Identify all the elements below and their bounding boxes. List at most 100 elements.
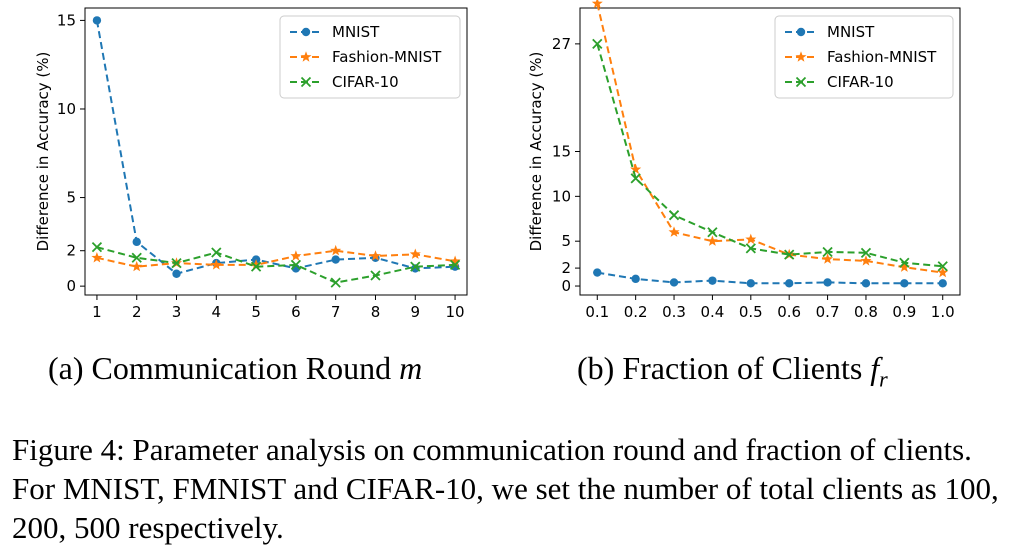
data-point [593,268,602,277]
plot-frame [84,7,468,296]
data-point [370,250,381,261]
data-point [591,0,603,9]
x-tick-label: 0.4 [700,303,724,321]
data-point [708,276,717,285]
y-tick-label: 2 [66,242,76,260]
series-mnist [593,268,947,288]
data-point [410,261,421,272]
legend-label: CIFAR-10 [332,73,399,91]
x-tick-label: 0.5 [739,303,763,321]
legend-label: Fashion-MNIST [827,48,937,66]
data-point [92,16,102,25]
data-point [937,261,948,272]
x-tick-label: 0.6 [777,303,801,321]
x-tick-label: 0.9 [892,303,916,321]
data-point [745,233,757,245]
legend-marker [795,51,807,62]
data-point [330,277,341,288]
chart-panel-a: 1 2 3 4 5 6 7 8 9 10 0 2 5 10 15 Difference in Accuracy… [34,7,468,321]
y-tick-label: 5 [66,189,76,207]
series-cifar-10 [91,242,461,288]
series-fashion-mnist [91,244,461,272]
data-point [370,270,381,281]
data-point [131,252,142,263]
data-point [707,227,718,238]
data-point [823,278,832,287]
data-point [250,259,262,270]
chart-panel-b: 0.1 0.2 0.3 0.4 0.5 0.6 0.7 0.8 0.9 1.0 02 5 10 15 27 D… [527,0,961,321]
data-point [746,279,756,288]
x-tick-label: 0.7 [816,303,840,321]
x-tick-label: 1.0 [931,303,955,321]
x-tick-label: 0.3 [662,303,686,321]
y-tick-label: 0 [66,277,76,295]
data-point [784,249,795,260]
series-line [596,3,943,274]
x-tick-label: 3 [172,303,182,321]
data-point [290,259,302,271]
series-line [95,20,456,275]
data-point [449,255,461,266]
x-tick-label: 5 [251,303,261,321]
x-tick-label: 2 [132,303,142,321]
y-tick-label: 15 [552,143,571,161]
y-tick-label: 15 [57,11,76,29]
data-point [211,247,222,258]
data-point [822,253,834,264]
y-tick-label: 10 [552,187,571,205]
figure-caption: Figure 4: Parameter analysis on communic… [12,432,999,545]
legend-label: MNIST [827,23,875,41]
x-tick-label: 4 [212,303,222,321]
y-tick-label: 27 [552,35,571,53]
data-point [250,261,262,272]
data-point [172,269,181,278]
data-point [449,259,461,271]
x-tick-label: 0.8 [854,303,878,321]
x-tick-label: 1 [92,303,102,321]
data-point [784,279,794,288]
legend-marker [301,27,311,37]
data-point [131,260,143,272]
data-point [860,247,872,258]
data-point [668,210,680,221]
data-point [409,248,421,259]
data-point [631,274,640,284]
y-axis-label: Difference in Accuracy (%) [34,52,52,252]
y-tick-label: 10 [57,100,76,118]
subcaption-a: (a) Communication Round m [48,350,423,386]
data-point [290,250,302,261]
legend-label: CIFAR-10 [827,73,894,91]
legend: MNIST Fashion-MNIST CIFAR-10 [279,15,461,99]
data-point [630,163,642,175]
data-point [91,242,103,253]
y-tick-label: 0 [561,277,571,295]
x-tick-label: 7 [331,303,341,321]
data-point [861,279,871,288]
x-tick-label: 8 [371,303,381,321]
series-fashion-mnist [591,0,949,278]
subcaption-b: (b) Fraction of Clients fr [577,350,888,392]
legend-box [279,15,461,99]
legend-box [774,15,954,99]
series-line [596,43,943,268]
data-point [900,279,909,288]
legend-marker [300,51,312,62]
legend-marker [300,76,312,88]
data-point [592,38,603,50]
data-point [898,261,910,272]
y-axis-label: Difference in Accuracy (%) [527,52,545,252]
data-point [706,235,718,246]
data-point [91,252,103,263]
data-point [822,246,833,258]
data-point [171,257,182,269]
data-point [745,243,756,254]
y-tick-label: 5 [561,232,571,250]
data-point [210,259,222,270]
legend: MNIST Fashion-MNIST CIFAR-10 [774,15,954,99]
series-line [597,271,943,285]
series-line [96,246,456,284]
legend-marker [796,27,806,37]
data-point [630,173,641,184]
series-line [96,249,456,268]
data-point [938,279,947,288]
